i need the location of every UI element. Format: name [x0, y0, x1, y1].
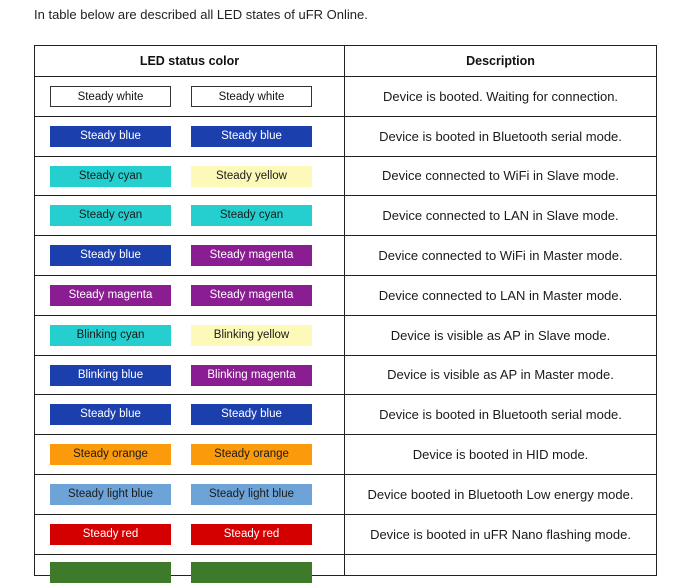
led-color-cell: Steady blue Steady magenta [34, 235, 345, 276]
led-description-cell: Device connected to LAN in Master mode. [344, 274, 657, 316]
table-row: Blinking cyan Blinking yellow Device is vi… [34, 314, 657, 356]
led-color-swatch-first: Steady white [50, 86, 171, 107]
led-color-cell [34, 553, 345, 583]
table-header-row: LED status color Description [34, 45, 657, 77]
led-color-swatch-first: Steady red [50, 523, 171, 545]
led-status-table: LED status color Description Steady whit… [34, 45, 657, 583]
led-description-cell: Device is booted in Bluetooth serial mod… [344, 394, 657, 436]
led-color-swatch-second: Steady magenta [191, 245, 312, 267]
led-description-cell: Device is visible as AP in Slave mode. [344, 314, 657, 356]
table-row: Steady blue Steady magenta Device connecte… [34, 235, 657, 276]
table-row: Steady cyan Steady yellow Device connected… [34, 155, 657, 197]
led-color-swatch-second: Steady light blue [191, 483, 312, 505]
led-color-cell: Steady cyan Steady yellow [34, 155, 345, 197]
led-color-swatch-second: Blinking yellow [191, 324, 312, 346]
table-row: Steady white Steady white Device is booted… [34, 76, 657, 117]
led-description-cell: Device connected to WiFi in Slave mode. [344, 155, 657, 197]
led-color-swatch-second: Steady orange [191, 444, 312, 466]
led-color-swatch-second: Blinking magenta [191, 364, 312, 386]
led-color-swatch-first: Steady magenta [50, 284, 171, 306]
led-color-swatch-first: Steady orange [50, 444, 171, 466]
led-color-cell: Steady light blue Steady light blue [34, 473, 345, 515]
led-color-cell: Steady orange Steady orange [34, 434, 345, 475]
led-color-swatch-first: Steady blue [50, 125, 171, 147]
led-color-swatch-first: Steady light blue [50, 483, 171, 505]
led-color-cell: Steady blue Steady blue [34, 394, 345, 436]
led-color-swatch-second: Steady blue [191, 125, 312, 147]
led-color-cell: Steady red Steady red [34, 513, 345, 555]
table-row: Blinking blue Blinking magenta Device is v… [34, 354, 657, 396]
table-row: Steady blue Steady blue Device is booted i… [34, 115, 657, 157]
led-description-cell: Device connected to WiFi in Master mode. [344, 235, 657, 276]
table-row-partial [34, 553, 657, 583]
table-row: Steady red Steady red Device is booted in … [34, 513, 657, 555]
led-color-swatch-second: Steady yellow [191, 165, 312, 187]
led-color-cell: Blinking cyan Blinking yellow [34, 314, 345, 356]
intro-text: In table below are described all LED sta… [34, 7, 368, 22]
table-row: Steady orange Steady orange Device is boot… [34, 434, 657, 475]
led-color-swatch-first: Steady blue [50, 245, 171, 267]
led-description-cell: Device is booted in uFR Nano flashing mo… [344, 513, 657, 555]
led-color-swatch-second: Steady red [191, 523, 312, 545]
led-color-cell: Blinking blue Blinking magenta [34, 354, 345, 396]
led-description-cell: Device booted in Bluetooth Low energy mo… [344, 473, 657, 515]
led-color-swatch-second: Steady cyan [191, 205, 312, 227]
led-color-swatch-second: Steady white [191, 86, 312, 107]
led-color-swatch-first: Steady cyan [50, 165, 171, 187]
led-color-swatch-first: Blinking cyan [50, 324, 171, 346]
led-color-swatch-second: Steady blue [191, 404, 312, 426]
led-description-cell [344, 553, 657, 576]
led-color-cell: Steady cyan Steady cyan [34, 195, 345, 237]
led-color-swatch-first: Steady cyan [50, 205, 171, 227]
led-color-cell: Steady white Steady white [34, 76, 345, 117]
led-description-cell: Device is booted in Bluetooth serial mod… [344, 115, 657, 157]
led-color-swatch-first [50, 561, 171, 583]
led-color-cell: Steady magenta Steady magenta [34, 274, 345, 316]
header-description: Description [344, 45, 657, 77]
table-body: Steady white Steady white Device is booted… [34, 76, 657, 583]
led-description-cell: Device connected to LAN in Slave mode. [344, 195, 657, 237]
led-description-cell: Device is visible as AP in Master mode. [344, 354, 657, 396]
led-color-swatch-second: Steady magenta [191, 284, 312, 306]
led-color-swatch-first: Steady blue [50, 404, 171, 426]
led-color-swatch-first: Blinking blue [50, 364, 171, 386]
led-color-cell: Steady blue Steady blue [34, 115, 345, 157]
table-row: Steady magenta Steady magenta Device conne… [34, 274, 657, 316]
header-led-status-color: LED status color [34, 45, 345, 77]
table-row: Steady cyan Steady cyan Device connected t… [34, 195, 657, 237]
led-description-cell: Device is booted. Waiting for connection… [344, 76, 657, 117]
led-description-cell: Device is booted in HID mode. [344, 434, 657, 475]
table-row: Steady blue Steady blue Device is booted i… [34, 394, 657, 436]
table-row: Steady light blue Steady light blue Device… [34, 473, 657, 515]
led-color-swatch-second [191, 561, 312, 583]
